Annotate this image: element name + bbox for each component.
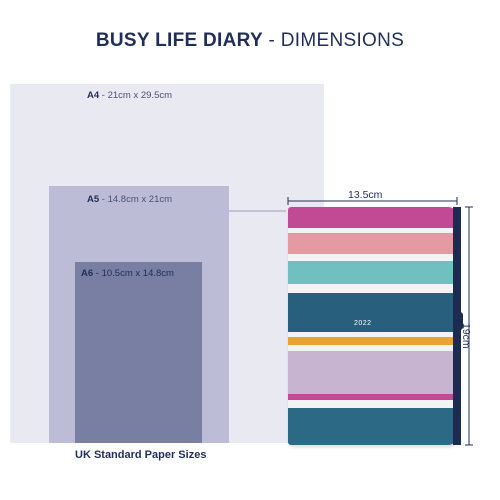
diary-stripe [288,350,457,395]
width-dimension-label: 13.5cm [348,189,383,201]
diary-year-label: 2022 [354,320,372,327]
paper-a6-label: A6 - 10.5cm x 14.8cm [81,268,174,279]
diary-stripe [288,394,457,401]
diary-stripe [288,233,457,255]
diary-cover [288,207,457,445]
pen-loop [454,312,463,330]
page-title: BUSY LIFE DIARY - DIMENSIONS [0,30,500,52]
title-separator: - [262,30,281,51]
diary-stripe [288,344,457,352]
paper-a5-name: A5 [87,194,100,205]
paper-a5-dims: - 14.8cm x 21cm [99,194,173,205]
diary-stripe [288,408,457,445]
paper-a4-dims: - 21cm x 29.5cm [99,90,173,101]
diary-stripe [288,254,457,262]
diary-stripe [288,261,457,285]
diary-stripe [288,336,457,346]
paper-a5-label: A5 - 14.8cm x 21cm [87,194,172,205]
paper-a6-rect [75,262,202,443]
paper-a4-name: A4 [87,90,100,101]
diary-stripe [288,293,457,333]
title-dimensions: DIMENSIONS [280,30,405,51]
paper-a4-label: A4 - 21cm x 29.5cm [87,90,172,101]
diary-stripe [288,227,457,234]
title-product: BUSY LIFE DIARY [95,30,263,51]
diary-stripe [288,332,457,338]
diary-stripe [288,207,457,229]
diary-stripe [288,284,457,294]
paper-a6-dims: - 10.5cm x 14.8cm [93,268,174,279]
diary-stripe [288,400,457,409]
paper-sizes-caption: UK Standard Paper Sizes [75,449,207,461]
paper-a6-name: A6 [81,268,94,279]
